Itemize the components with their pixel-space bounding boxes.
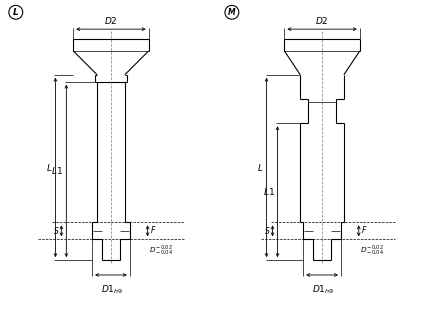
Text: $D\,{}^{-0{,}02}_{-0{,}04}$: $D\,{}^{-0{,}02}_{-0{,}04}$	[360, 243, 384, 257]
Text: $L1$: $L1$	[262, 186, 275, 197]
Text: $L$: $L$	[257, 162, 264, 173]
Text: $D1_{h9}$: $D1_{h9}$	[101, 284, 123, 296]
Text: $L$: $L$	[46, 162, 52, 173]
Text: $D2$: $D2$	[315, 15, 329, 26]
Text: L: L	[13, 8, 19, 17]
Text: $D\,{}^{-0{,}02}_{-0{,}04}$: $D\,{}^{-0{,}02}_{-0{,}04}$	[149, 243, 173, 257]
Text: $F$: $F$	[361, 225, 367, 235]
Text: $F$: $F$	[150, 225, 156, 235]
Text: $S$: $S$	[53, 225, 59, 236]
Text: $D2$: $D2$	[104, 15, 118, 26]
Text: $L1$: $L1$	[51, 165, 63, 176]
Text: M: M	[228, 8, 236, 17]
Text: $S$: $S$	[264, 225, 270, 236]
Text: $D1_{h9}$: $D1_{h9}$	[312, 284, 334, 296]
